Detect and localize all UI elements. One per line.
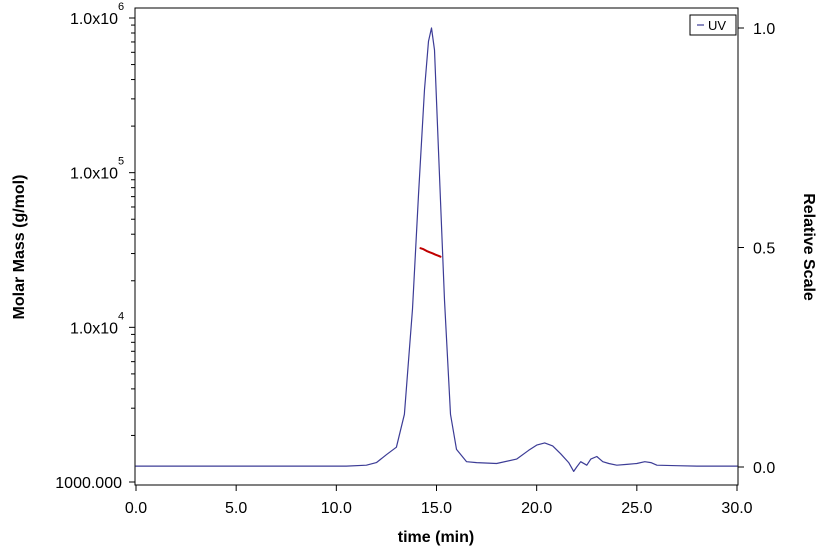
y-axis-left-title: Molar Mass (g/mol)	[11, 175, 28, 320]
x-tick-label: 15.0	[421, 500, 452, 517]
legend-box	[689, 14, 737, 36]
x-tick-label: 20.0	[521, 500, 552, 517]
x-tick-label: 25.0	[621, 500, 652, 517]
uv-series-line	[135, 27, 738, 472]
y-left-tick-exponent: 5	[118, 156, 124, 168]
x-tick-label: 30.0	[721, 500, 752, 517]
y-left-tick-label: 1.0x10	[70, 166, 118, 183]
legend: UV	[689, 14, 737, 36]
y-left-tick-label: 1.0x10	[70, 11, 118, 28]
y-right-tick-label: 0.0	[753, 460, 775, 477]
y-left-tick-exponent: 6	[118, 1, 124, 13]
x-axis-title: time (min)	[398, 529, 474, 546]
x-tick-label: 5.0	[225, 500, 247, 517]
molar-mass-series-line	[419, 247, 442, 258]
plot-area	[134, 7, 739, 486]
x-tick-label: 10.0	[321, 500, 352, 517]
y-left-tick-exponent: 4	[118, 310, 124, 322]
series-layer	[135, 27, 738, 472]
y-axis-right-title: Relative Scale	[800, 193, 817, 301]
x-axis: 0.0 5.0 10.0 15.0 20.0 25.0 30.0	[125, 485, 753, 517]
y-right-tick-label: 1.0	[753, 21, 775, 38]
y-axis-right: 0.0 0.5 1.0	[738, 21, 775, 477]
y-left-tick-label: 1.0x10	[70, 320, 118, 337]
x-tick-label: 0.0	[125, 500, 147, 517]
y-left-tick-label: 1000.000	[55, 475, 122, 492]
legend-label-uv: UV	[708, 18, 726, 33]
y-right-tick-label: 0.5	[753, 241, 775, 258]
